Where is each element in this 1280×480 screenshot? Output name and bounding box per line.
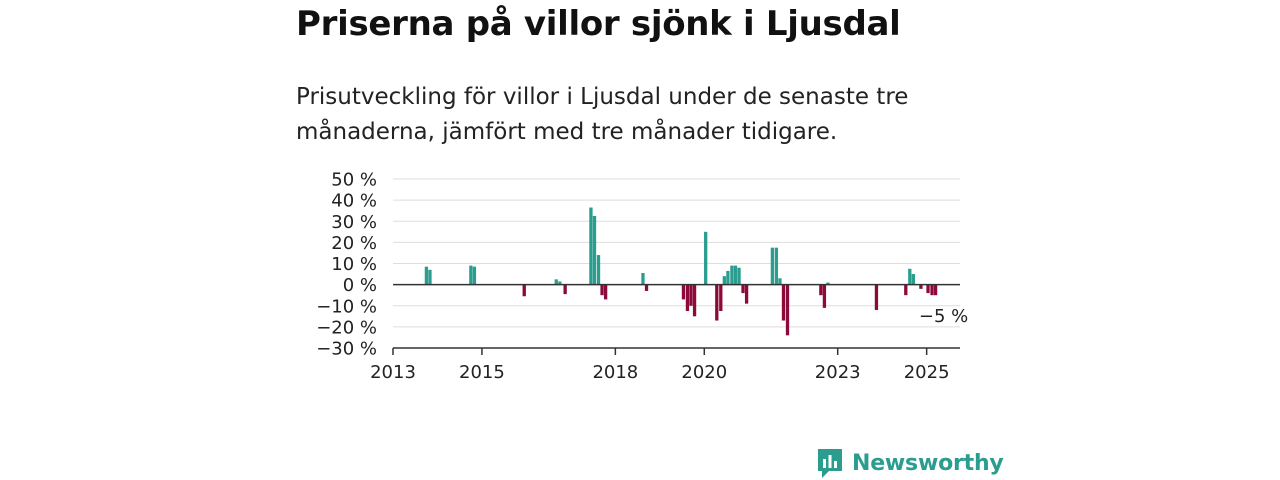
x-axis-ticks: 2013 2015 2018 2020 2023 2025 — [370, 348, 950, 383]
bar — [744, 284, 749, 304]
bar — [819, 284, 823, 296]
bar — [730, 265, 734, 285]
x-tick-label: 2023 — [815, 362, 861, 383]
bar — [904, 284, 908, 296]
y-axis-ticks: 50 %40 %30 %20 %10 %0 %−10 %−20 %−30 % — [316, 170, 377, 360]
bar — [774, 247, 779, 285]
grid-lines — [393, 178, 960, 349]
bar — [874, 284, 879, 310]
bar — [685, 284, 690, 312]
bar — [558, 281, 562, 285]
x-tick-label: 2013 — [370, 362, 416, 383]
bar — [781, 284, 786, 321]
bar — [644, 284, 649, 291]
bar — [689, 284, 693, 306]
y-tick-label: 10 % — [331, 254, 377, 275]
bar — [589, 207, 593, 285]
bar — [472, 266, 477, 285]
bar — [930, 284, 934, 296]
bar — [641, 273, 645, 285]
bar — [719, 284, 723, 312]
brand-logo: Newsworthy — [816, 446, 1004, 480]
bar — [770, 247, 775, 285]
bar — [785, 284, 790, 336]
y-tick-label: −30 % — [316, 339, 377, 360]
y-tick-label: −10 % — [316, 296, 377, 317]
bar — [933, 284, 938, 296]
bar — [741, 284, 745, 294]
bar — [822, 284, 827, 308]
bar — [826, 282, 830, 285]
bar — [722, 276, 727, 285]
bar — [692, 284, 697, 317]
y-tick-label: 40 % — [331, 191, 377, 212]
bar — [603, 284, 608, 300]
brand-name: Newsworthy — [852, 450, 1004, 476]
y-tick-label: 50 % — [331, 170, 377, 191]
y-tick-label: 20 % — [331, 233, 377, 254]
bar — [911, 274, 916, 285]
bar — [600, 284, 604, 296]
headline: Priserna på villor sjönk i Ljusdal — [296, 4, 901, 44]
bar — [726, 270, 730, 285]
bar — [592, 215, 597, 285]
bar — [522, 284, 526, 297]
bar — [733, 265, 738, 285]
x-tick-label: 2025 — [904, 362, 950, 383]
last-value-annotation: −5 % — [919, 306, 968, 327]
bar-chart: 50 %40 %30 %20 %10 %0 %−10 %−20 %−30 % 2… — [316, 170, 968, 384]
bar — [554, 279, 558, 285]
y-tick-label: −20 % — [316, 317, 377, 338]
bar — [469, 265, 473, 285]
subtitle: Prisutveckling för villor i Ljusdal unde… — [296, 84, 909, 145]
bar — [715, 284, 719, 321]
bar — [596, 255, 601, 285]
x-tick-label: 2015 — [459, 362, 505, 383]
bar — [681, 284, 686, 300]
bar — [778, 278, 782, 285]
bar — [908, 268, 912, 285]
x-tick-label: 2020 — [681, 362, 727, 383]
bar — [563, 284, 567, 295]
bar — [428, 269, 432, 285]
y-tick-label: 0 % — [343, 275, 377, 296]
x-tick-label: 2018 — [592, 362, 638, 383]
bar — [919, 284, 923, 289]
bars — [424, 207, 938, 336]
bar — [737, 267, 741, 285]
y-tick-label: 30 % — [331, 212, 377, 233]
bar — [424, 266, 429, 285]
bar — [926, 284, 930, 294]
newsworthy-logo-icon — [818, 449, 842, 478]
bar — [704, 231, 708, 285]
